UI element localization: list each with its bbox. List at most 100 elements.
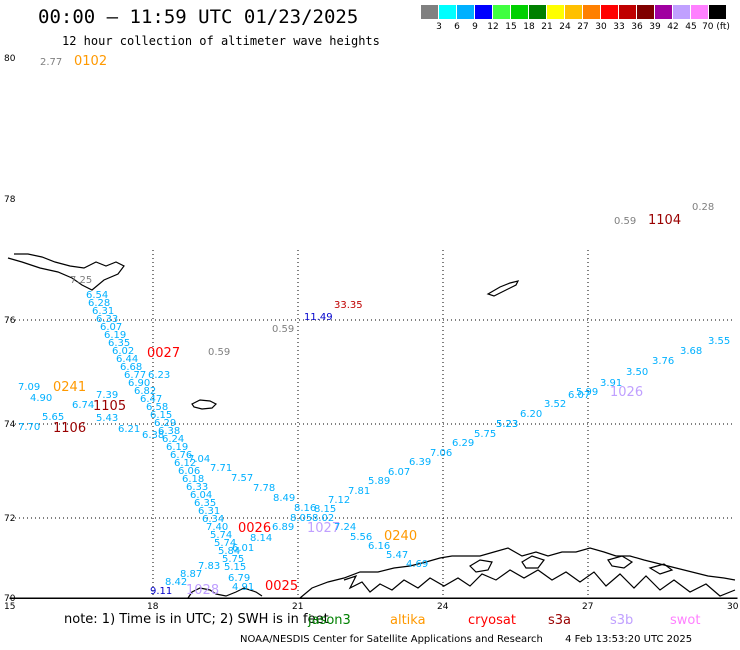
- credit-text: NOAA/NESDIS Center for Satellite Applica…: [240, 634, 543, 645]
- swh-value: 6.16: [368, 541, 390, 552]
- footnote: note: 1) Time is in UTC; 2) SWH is in fe…: [64, 612, 329, 627]
- coastline-islands-1: [469, 559, 493, 573]
- colorbar-label: 39: [649, 22, 661, 32]
- swh-value: 6.79: [228, 573, 250, 584]
- track-mark: 5.74: [210, 530, 232, 541]
- pass-label: 1028: [186, 583, 219, 598]
- colorbar-label: 42: [667, 22, 679, 32]
- swh-value: 7.25: [70, 275, 92, 286]
- swh-value: 3.91: [600, 378, 622, 389]
- swh-value: 6.74: [72, 400, 94, 411]
- track-mark: 6.33: [186, 482, 208, 493]
- coastline-norway-fjords: [343, 569, 736, 597]
- swh-value: 8.87: [180, 569, 202, 580]
- coastline-hopen: [486, 280, 520, 297]
- swh-value: 5.99: [576, 387, 598, 398]
- pass-label: 0241: [53, 380, 86, 395]
- legend-altika: altika: [390, 613, 426, 628]
- track-mark: 6.12: [174, 458, 196, 469]
- track-mark: 6.54: [86, 290, 108, 301]
- swh-value: 7.57: [231, 473, 253, 484]
- swh-value: 8.02: [312, 513, 334, 524]
- chart-title: 00:00 – 11:59 UTC 01/23/2025: [38, 6, 359, 28]
- pass-label: 1104: [648, 213, 681, 228]
- lon-label-24: 24: [437, 602, 449, 612]
- colorbar-label: 70 (ft): [702, 22, 730, 32]
- track-mark: 6.31: [92, 306, 114, 317]
- colorbar-swatch: [601, 5, 619, 19]
- track-mark: 5.84: [218, 546, 240, 557]
- track-mark: 6.29: [154, 418, 176, 429]
- colorbar-label: 33: [613, 22, 625, 32]
- lon-label-27: 27: [582, 602, 593, 612]
- swh-value: 6.29: [452, 438, 474, 449]
- swh-value: 5.47: [386, 550, 408, 561]
- map-bottom-frame: [9, 597, 738, 599]
- track-mark: 6.28: [88, 298, 110, 309]
- swh-value: 33.35: [334, 300, 363, 311]
- track-mark: 6.35: [194, 498, 216, 509]
- track-mark: 6.15: [150, 410, 172, 421]
- track-mark: 6.35: [108, 338, 130, 349]
- swh-value: 4.90: [30, 393, 52, 404]
- swh-value: 7.24: [334, 522, 356, 533]
- colorbar-swatch: [709, 5, 727, 19]
- colorbar-swatch: [637, 5, 655, 19]
- colorbar-swatch: [493, 5, 511, 19]
- track-mark: 6.38: [142, 430, 164, 441]
- swh-value: 6.39: [409, 457, 431, 468]
- swh-value: 5.23: [496, 419, 518, 430]
- pass-label: 0026: [238, 521, 271, 536]
- colorbar-label: 24: [559, 22, 571, 32]
- track-mark: 5.74: [214, 538, 236, 549]
- swh-value: 6.07: [388, 467, 410, 478]
- coastlines: [7, 253, 736, 599]
- swh-value: 7.78: [253, 483, 275, 494]
- swh-value: 7.04: [188, 454, 210, 465]
- colorbar-label: 21: [541, 22, 553, 32]
- lon-label-30: 30: [727, 602, 739, 612]
- colorbar-swatch: [547, 5, 565, 19]
- swh-value: 6.89: [272, 522, 294, 533]
- swh-value: 5.89: [368, 476, 390, 487]
- swh-value: 5.75: [474, 429, 496, 440]
- coastline-islands-4: [648, 563, 674, 575]
- timestamp-text: 4 Feb 13:53:20 UTC 2025: [565, 634, 693, 645]
- track-ribbon-west: 6.54 6.28 6.31 6.33 6.07 6.19 6.35 6.02 …: [86, 290, 246, 573]
- colorbar-swatch: [619, 5, 637, 19]
- lon-label-21: 21: [292, 602, 303, 612]
- colorbar-swatch: [583, 5, 601, 19]
- colorbar-label: 15: [505, 22, 517, 32]
- pass-label: 1026: [610, 385, 643, 400]
- swh-value: 5.56: [350, 532, 372, 543]
- lat-label-76: 76: [4, 316, 16, 326]
- lon-label-18: 18: [147, 602, 159, 612]
- track-mark: 6.90: [128, 378, 150, 389]
- track-mark: 6.38: [158, 426, 180, 437]
- swh-value: 8.14: [250, 533, 272, 544]
- land-fill: [340, 556, 735, 598]
- legend-swot: swot: [670, 613, 701, 628]
- track-mark: 6.02: [112, 346, 134, 357]
- swh-value: 3.76: [652, 356, 674, 367]
- colorbar-label: 27: [577, 22, 589, 32]
- lat-label-72: 72: [4, 514, 15, 524]
- swh-value: 6.07: [568, 390, 590, 401]
- track-mark: 6.34: [202, 514, 224, 525]
- swh-value: 6.20: [520, 409, 542, 420]
- track-mark: 6.76: [170, 450, 192, 461]
- lat-label-80: 80: [4, 54, 16, 64]
- swh-value: 2.77: [40, 57, 62, 68]
- swh-value: 7.12: [328, 495, 350, 506]
- colorbar-swatch: [673, 5, 691, 19]
- colorbar-swatch: [511, 5, 529, 19]
- colorbar-label: 18: [523, 22, 535, 32]
- swh-value: 8.42: [165, 577, 187, 588]
- track-mark: 6.24: [162, 434, 184, 445]
- lat-label-70: 70: [4, 594, 16, 604]
- colorbar-swatch: [421, 5, 439, 19]
- swh-value: 6.21: [118, 424, 140, 435]
- track-mark: 6.77: [124, 370, 146, 381]
- pass-label: 1027: [307, 521, 340, 536]
